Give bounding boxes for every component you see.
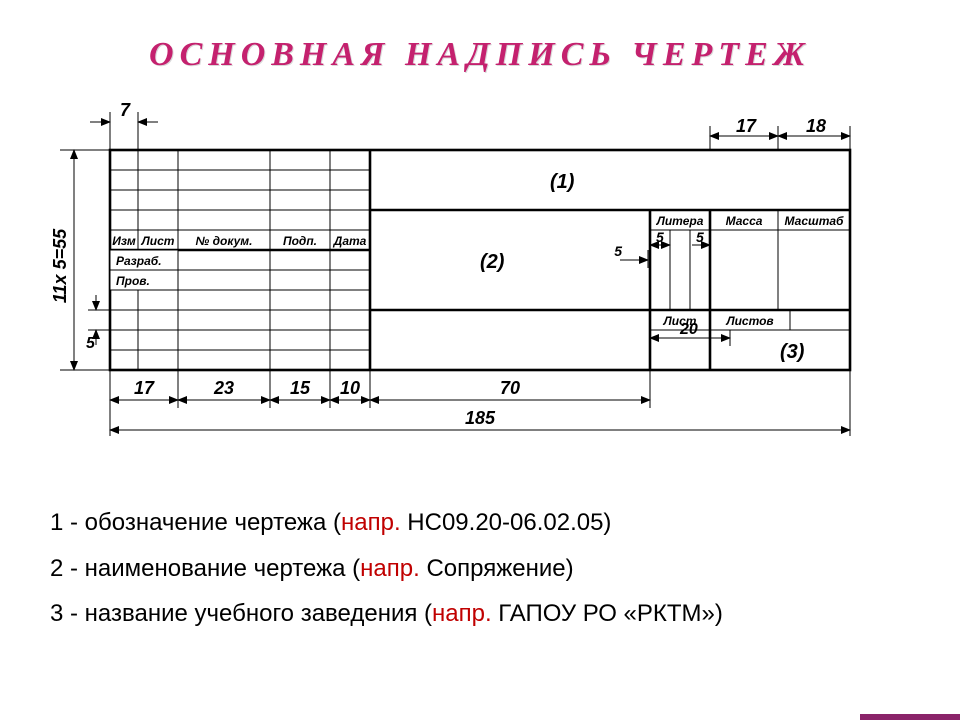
page-title: ОСНОВНАЯ НАДПИСЬ ЧЕРТЕЖ [0,36,960,74]
dim-top-7: 7 [120,100,131,120]
dim-b-17: 17 [134,378,155,398]
dim-b-70: 70 [500,378,520,398]
hdr-izm: Изм [112,234,136,248]
zone2-label: (2) [480,251,505,273]
lbl-masshtab: Масштаб [785,214,845,228]
legend: 1 - обозначение чертежа (напр. НС09.20-0… [50,500,723,637]
dim-20: 20 [679,321,698,338]
zone3-label: (3) [780,341,805,363]
legend-line-2: 2 - наименование чертежа (напр. Сопряжен… [50,546,723,592]
hdr-dokum: № докум. [196,234,253,248]
dim-in5c: 5 [696,229,704,245]
dim-left-5: 5 [86,335,96,352]
dim-left-55: 11x 5=55 [50,228,70,303]
lbl-massa: Масса [726,214,763,228]
lbl-prov: Пров. [116,274,150,288]
lbl-razrab: Разраб. [116,254,162,268]
legend-line-3: 3 - название учебного заведения (напр. Г… [50,591,723,637]
accent-bar [0,714,960,720]
hdr-data: Дата [333,234,367,248]
lbl-listov: Листов [725,314,773,328]
dim-tr-17: 17 [736,116,757,136]
legend-line-1: 1 - обозначение чертежа (напр. НС09.20-0… [50,500,723,546]
dim-tr-18: 18 [806,116,826,136]
lbl-litera: Литера [656,214,704,228]
zone1-label: (1) [550,171,575,193]
dim-185: 185 [465,408,496,428]
dim-in5a: 5 [614,243,622,259]
hdr-list: Лист [141,234,175,248]
dim-in5b: 5 [656,229,664,245]
title-block-diagram: Изм Лист № докум. Подп. Дата Разраб. Про… [30,90,910,475]
dim-b-10: 10 [340,378,360,398]
dim-b-15: 15 [290,378,311,398]
hdr-podp: Подп. [283,234,317,248]
dim-b-23: 23 [213,378,234,398]
